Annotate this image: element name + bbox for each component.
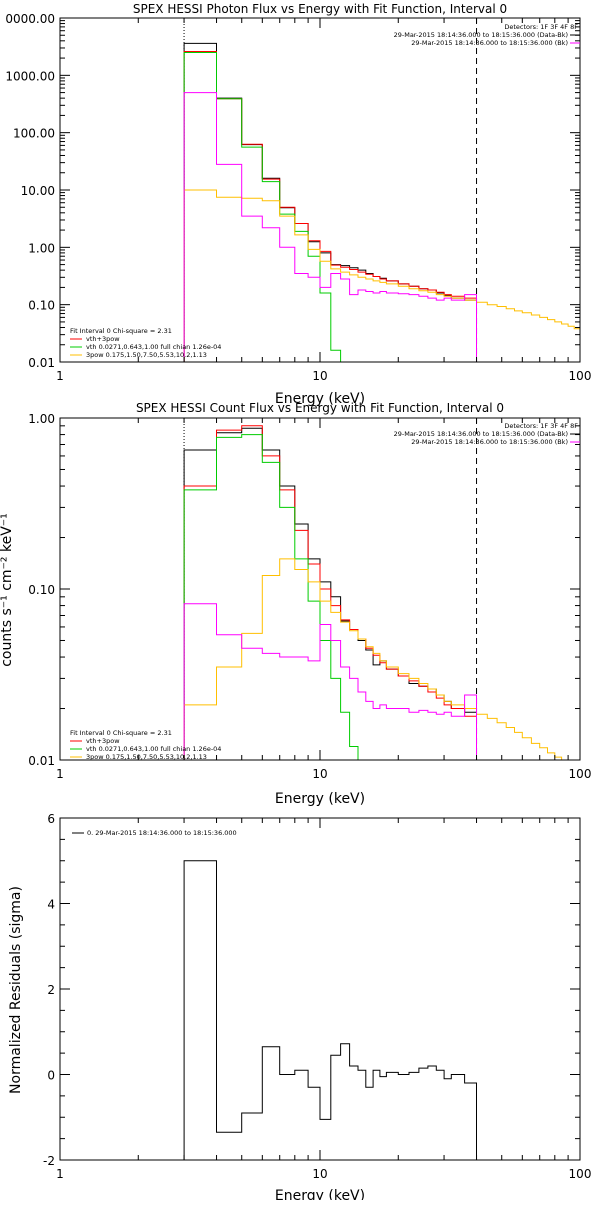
photon-flux-ytick-label: 10.00 — [21, 184, 55, 198]
photon-flux-fit-header: Fit Interval 0 Chi-square = 2.31 — [70, 327, 172, 335]
count-flux-xtick-label: 10 — [312, 767, 327, 781]
count-flux-series-2 — [183, 434, 366, 761]
photon-flux-xtick-label: 10 — [312, 369, 327, 383]
photon-flux-detectors-label: Detectors: 1F 3F 4F 8F — [504, 23, 578, 31]
count-flux-axes: 1 10 100 0.01 0.10 1.00 — [28, 412, 591, 781]
residuals-panel: 1 10 100 -2 0 2 4 6 0. 29-Mar-2015 18:14:36.000… — [8, 812, 591, 1204]
count-flux-series-1 — [183, 425, 477, 760]
photon-flux-ytick-label: 100.00 — [13, 127, 55, 141]
photon-flux-legend-label: vth+3pow — [86, 335, 120, 343]
residuals-plot — [183, 860, 477, 1160]
count-flux-legend-label: vth+3pow — [86, 737, 120, 745]
residuals-xtick-label: 10 — [312, 1167, 327, 1181]
count-flux-series-4 — [183, 603, 477, 760]
count-flux-xlabel: Energy (keV) — [275, 791, 365, 807]
residuals-ytick-label: 0 — [47, 1069, 55, 1083]
residuals-legend-label: 0. 29-Mar-2015 18:14:36.000 to 18:15:36.… — [87, 829, 237, 837]
count-flux-ytick-label: 1.00 — [28, 412, 55, 426]
photon-flux-ytick-label: 1000.00 — [5, 69, 55, 83]
residuals-xlabel: Energy (keV) — [275, 1188, 365, 1200]
count-flux-xtick-label: 100 — [569, 767, 592, 781]
photon-flux-legend-label: 3pow 0.175,1.50,7.50,5.53,10.2,1.13 — [86, 351, 207, 359]
count-flux-plot — [183, 418, 580, 761]
photon-flux-bk-label: 29-Mar-2015 18:14:36.000 to 18:15:36.000… — [411, 39, 568, 47]
count-flux-legend-label: vth 0.0271,0.643,1.00 full chian 1.26e-0… — [86, 745, 221, 753]
residuals-axes: 1 10 100 -2 0 2 4 6 — [43, 812, 591, 1181]
count-flux-legend-label: 3pow 0.175,1.50,7.50,5.53,10.2,1.13 — [86, 753, 207, 761]
photon-flux-frame — [59, 17, 581, 363]
photon-flux-data-bk-label: 29-Mar-2015 18:14:36.000 to 18:15:36.000… — [394, 31, 568, 39]
count-flux-detectors-label: Detectors: 1F 3F 4F 8F — [504, 422, 578, 430]
photon-flux-series-3 — [183, 189, 580, 362]
count-flux-xtick-label: 1 — [56, 767, 64, 781]
residuals-xtick-label: 100 — [569, 1167, 592, 1181]
photon-flux-series-4 — [183, 92, 477, 362]
photon-flux-series-2 — [183, 52, 350, 363]
residuals-series-0 — [183, 860, 477, 1160]
count-flux-data-bk-label: 29-Mar-2015 18:14:36.000 to 18:15:36.000… — [394, 430, 568, 438]
count-flux-panel: SPEX HESSI Count Flux vs Energy with Fit… — [0, 401, 591, 807]
photon-flux-ytick-label: 0000.00 — [5, 12, 55, 26]
photon-flux-ytick-label: 1.00 — [28, 241, 55, 255]
count-flux-ytick-label: 0.10 — [28, 583, 55, 597]
count-flux-bk-label: 29-Mar-2015 18:14:36.000 to 18:15:36.000… — [411, 438, 568, 446]
photon-flux-xtick-label: 1 — [56, 369, 64, 383]
photon-flux-axes: 1 10 100 0.01 0.10 1.00 10.00 100.00 1000.00 0000… — [5, 12, 591, 383]
count-flux-fit-header: Fit Interval 0 Chi-square = 2.31 — [70, 729, 172, 737]
residuals-ylabel: Normalized Residuals (sigma) — [8, 886, 24, 1094]
count-flux-ytick-label: 0.01 — [28, 754, 55, 768]
photon-flux-ytick-label: 0.10 — [28, 299, 55, 313]
residuals-xtick-label: 1 — [56, 1167, 64, 1181]
residuals-ytick-label: 6 — [47, 812, 55, 826]
photon-flux-xlabel: Energy (keV) — [275, 391, 365, 407]
photon-flux-plot — [183, 18, 580, 363]
photon-flux-title: SPEX HESSI Photon Flux vs Energy with Fi… — [133, 2, 507, 16]
photon-flux-legend-label: vth 0.0271,0.643,1.00 full chian 1.26e-0… — [86, 343, 221, 351]
count-flux-ylabel: counts s⁻¹ cm⁻² keV⁻¹ — [0, 513, 15, 667]
count-flux-title: SPEX HESSI Count Flux vs Energy with Fit… — [136, 401, 504, 415]
count-flux-series-3 — [183, 558, 580, 761]
residuals-ytick-label: 4 — [47, 898, 55, 912]
photon-flux-panel: SPEX HESSI Photon Flux vs Energy with Fi… — [5, 2, 591, 407]
residuals-ytick-label: -2 — [43, 1154, 55, 1168]
photon-flux-ytick-label: 0.01 — [28, 356, 55, 370]
residuals-ytick-label: 2 — [47, 983, 55, 997]
photon-flux-xtick-label: 100 — [569, 369, 592, 383]
